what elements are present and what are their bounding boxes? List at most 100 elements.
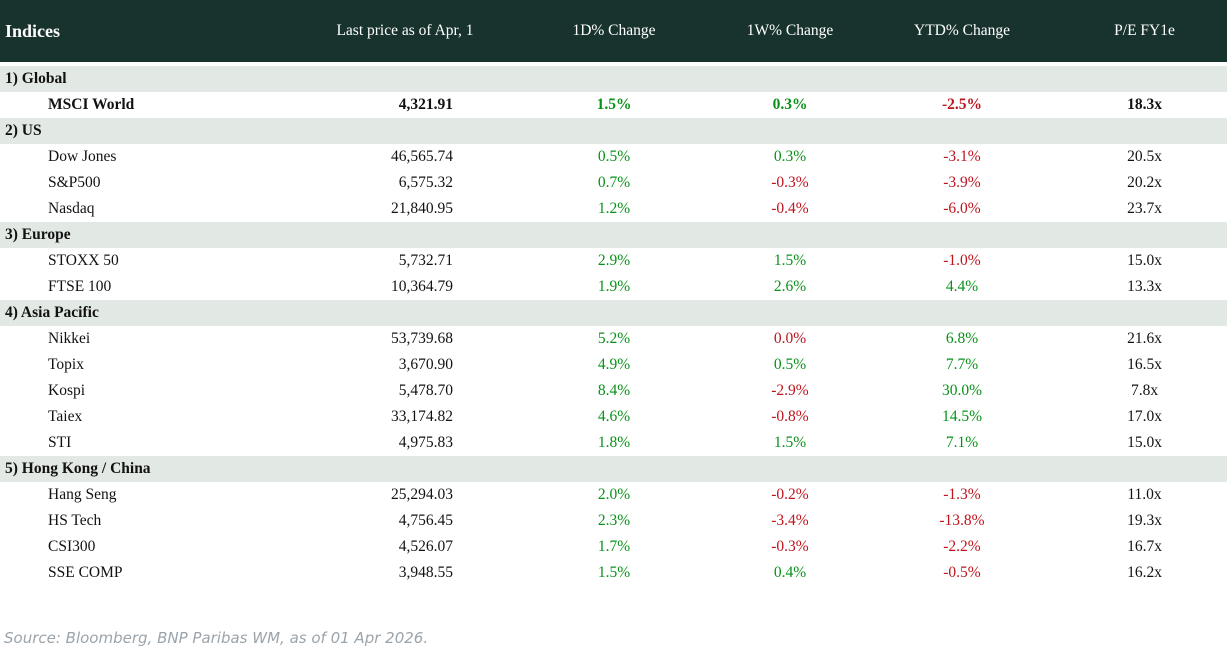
pe-fy1e-cell: 15.0x [1127,252,1162,269]
pe-fy1e-cell: 13.3x [1127,278,1162,295]
w1-change-cell: 0.4% [773,564,807,581]
d1-change-cell: 1.5% [597,564,631,581]
w1-change-cell: -3.4% [771,512,809,529]
section-row: 1) Global [0,66,1227,92]
ytd-change-cell: 6.8% [945,330,979,347]
section-label: 2) US [5,122,42,139]
w1-change-cell: 0.5% [773,356,807,373]
pe-fy1e-cell: 21.6x [1127,330,1162,347]
pe-fy1e-cell: 20.2x [1127,174,1162,191]
w1-change-cell: 1.5% [773,434,807,451]
section-row: 3) Europe [0,222,1227,248]
ytd-change-cell: 30.0% [941,382,983,399]
source-note: Source: Bloomberg, BNP Paribas WM, as of… [4,629,429,647]
section-label: 4) Asia Pacific [5,304,99,321]
column-header-1w-change: 1W% Change [746,22,834,39]
index-row: Topix 3,670.90 4.9% 0.5% 7.7% 16.5x [0,352,1227,378]
pe-fy1e-cell: 18.3x [1127,96,1162,113]
column-header-last-price: Last price as of Apr, 1 [336,22,474,39]
section-row: 2) US [0,118,1227,144]
indices-table: Indices Last price as of Apr, 1 1D% Chan… [0,0,1227,586]
last-price-cell: 4,975.83 [398,434,453,451]
index-row: Nikkei 53,739.68 5.2% 0.0% 6.8% 21.6x [0,326,1227,352]
w1-change-cell: -0.4% [771,200,809,217]
pe-fy1e-cell: 7.8x [1130,382,1159,399]
last-price-cell: 53,739.68 [391,330,453,347]
pe-fy1e-cell: 16.7x [1127,538,1162,555]
ytd-change-cell: -2.5% [941,96,983,113]
d1-change-cell: 8.4% [597,382,631,399]
index-name-cell: S&P500 [48,174,101,191]
ytd-change-cell: 14.5% [941,408,983,425]
last-price-cell: 4,321.91 [398,96,453,113]
section-label: 1) Global [5,70,67,87]
last-price-cell: 21,840.95 [391,200,453,217]
d1-change-cell: 1.5% [596,96,632,113]
d1-change-cell: 0.7% [597,174,631,191]
d1-change-cell: 2.0% [597,486,631,503]
w1-change-cell: 2.6% [773,278,807,295]
section-label: 3) Europe [5,226,71,243]
index-row: STI 4,975.83 1.8% 1.5% 7.1% 15.0x [0,430,1227,456]
last-price-cell: 5,478.70 [398,382,453,399]
index-row: Dow Jones 46,565.74 0.5% 0.3% -3.1% 20.5x [0,144,1227,170]
index-row: HS Tech 4,756.45 2.3% -3.4% -13.8% 19.3x [0,508,1227,534]
d1-change-cell: 5.2% [597,330,631,347]
pe-fy1e-cell: 17.0x [1127,408,1162,425]
w1-change-cell: -2.9% [771,382,809,399]
d1-change-cell: 1.9% [597,278,631,295]
d1-change-cell: 0.5% [597,148,631,165]
index-name-cell: Dow Jones [48,148,117,165]
index-name-cell: HS Tech [48,512,102,529]
pe-fy1e-cell: 19.3x [1127,512,1162,529]
pe-fy1e-cell: 15.0x [1127,434,1162,451]
w1-change-cell: -0.3% [771,174,809,191]
index-name-cell: Kospi [48,382,86,399]
ytd-change-cell: -1.0% [943,252,981,269]
index-name-cell: SSE COMP [48,564,123,581]
d1-change-cell: 4.6% [597,408,631,425]
index-row: Nasdaq 21,840.95 1.2% -0.4% -6.0% 23.7x [0,196,1227,222]
section-row: 5) Hong Kong / China [0,456,1227,482]
ytd-change-cell: -6.0% [943,200,981,217]
ytd-change-cell: 4.4% [945,278,979,295]
section-row: 4) Asia Pacific [0,300,1227,326]
column-header-pe-fy1e: P/E FY1e [1114,22,1175,39]
w1-change-cell: 0.0% [773,330,807,347]
d1-change-cell: 4.9% [597,356,631,373]
ytd-change-cell: -3.9% [943,174,981,191]
d1-change-cell: 2.9% [597,252,631,269]
w1-change-cell: 1.5% [773,252,807,269]
ytd-change-cell: -13.8% [939,512,985,529]
section-label: 5) Hong Kong / China [5,460,151,477]
d1-change-cell: 1.2% [597,200,631,217]
last-price-cell: 4,526.07 [398,538,453,555]
index-name-cell: Nikkei [48,330,91,347]
index-name-cell: STOXX 50 [48,252,119,269]
w1-change-cell: 0.3% [773,148,807,165]
index-name-cell: CSI300 [48,538,96,555]
pe-fy1e-cell: 11.0x [1127,486,1162,503]
index-row: Kospi 5,478.70 8.4% -2.9% 30.0% 7.8x [0,378,1227,404]
index-name-cell: FTSE 100 [48,278,112,295]
last-price-cell: 5,732.71 [398,252,453,269]
index-row: S&P500 6,575.32 0.7% -0.3% -3.9% 20.2x [0,170,1227,196]
w1-change-cell: -0.2% [771,486,809,503]
index-name-cell: MSCI World [48,96,135,113]
index-row: Taiex 33,174.82 4.6% -0.8% 14.5% 17.0x [0,404,1227,430]
last-price-cell: 46,565.74 [391,148,453,165]
ytd-change-cell: -3.1% [943,148,981,165]
index-name-cell: Hang Seng [48,486,117,503]
w1-change-cell: -0.3% [771,538,809,555]
index-row: Hang Seng 25,294.03 2.0% -0.2% -1.3% 11.0x [0,482,1227,508]
last-price-cell: 25,294.03 [391,486,453,503]
pe-fy1e-cell: 16.5x [1127,356,1162,373]
ytd-change-cell: -0.5% [943,564,981,581]
index-row: FTSE 100 10,364.79 1.9% 2.6% 4.4% 13.3x [0,274,1227,300]
table-body: 1) Global MSCI World 4,321.91 1.5% 0.3% -2.5%… [0,66,1227,586]
index-name-cell: Nasdaq [48,200,95,217]
index-name-cell: Taiex [48,408,83,425]
index-row: CSI300 4,526.07 1.7% -0.3% -2.2% 16.7x [0,534,1227,560]
ytd-change-cell: 7.7% [945,356,979,373]
d1-change-cell: 2.3% [597,512,631,529]
